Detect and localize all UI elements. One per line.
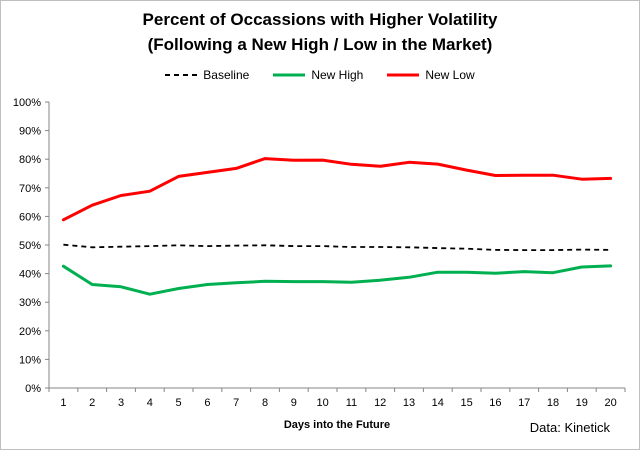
x-tick-label: 14: [432, 397, 444, 409]
x-tick-label: 18: [547, 397, 559, 409]
y-tick-label: 40%: [19, 269, 41, 281]
x-tick-label: 6: [204, 397, 210, 409]
y-tick-label: 80%: [19, 154, 41, 166]
legend-item-baseline: Baseline: [165, 68, 249, 82]
legend-label-new-low: New Low: [425, 68, 475, 82]
legend-item-new-high: New High: [273, 68, 363, 82]
legend-swatch-new-low: [387, 73, 420, 77]
series-line-baseline: [63, 243, 611, 252]
y-tick-label: 20%: [19, 326, 41, 338]
y-tick-label: 60%: [19, 211, 41, 223]
x-tick-label: 11: [346, 397, 357, 409]
legend-label-new-high: New High: [311, 68, 364, 82]
legend-item-new-low: New Low: [387, 68, 475, 82]
x-tick-label: 19: [576, 397, 588, 409]
x-tick-label: 8: [262, 397, 268, 409]
series-line-new-high: [61, 264, 613, 296]
x-tick-label: 12: [374, 397, 386, 409]
y-tick-label: 10%: [19, 354, 41, 366]
y-tick-label: 0%: [25, 383, 41, 395]
x-tick-label: 13: [403, 397, 415, 409]
series-line-new-low: [61, 157, 613, 222]
y-tick-label: 30%: [19, 297, 41, 309]
source-note: Data: Kinetick: [529, 420, 610, 435]
x-axis-title: Days into the Future: [284, 419, 390, 431]
x-tick-label: 2: [89, 397, 95, 409]
x-tick-label: 1: [60, 397, 66, 409]
y-tick-label: 50%: [19, 240, 41, 252]
x-tick-label: 16: [489, 397, 501, 409]
x-tick-label: 10: [316, 397, 328, 409]
x-tick-label: 15: [460, 397, 472, 409]
x-tick-label: 4: [147, 397, 153, 409]
legend-label-baseline: Baseline: [203, 68, 250, 82]
chart-legend: Baseline New High New Low: [0, 68, 640, 82]
y-tick-label: 90%: [19, 126, 41, 138]
chart-subtitle: (Following a New High / Low in the Marke…: [147, 35, 493, 54]
x-tick-label: 7: [233, 397, 239, 409]
x-tick-label: 3: [118, 397, 124, 409]
x-tick-label: 20: [604, 397, 616, 409]
x-tick-label: 9: [291, 397, 297, 409]
y-tick-label: 70%: [19, 183, 41, 195]
legend-swatch-new-high: [273, 73, 306, 77]
x-tick-label: 5: [176, 397, 182, 409]
y-tick-label: 100%: [13, 97, 41, 109]
x-tick-label: 17: [518, 397, 530, 409]
chart-title: Percent of Occassions with Higher Volati…: [142, 10, 498, 29]
